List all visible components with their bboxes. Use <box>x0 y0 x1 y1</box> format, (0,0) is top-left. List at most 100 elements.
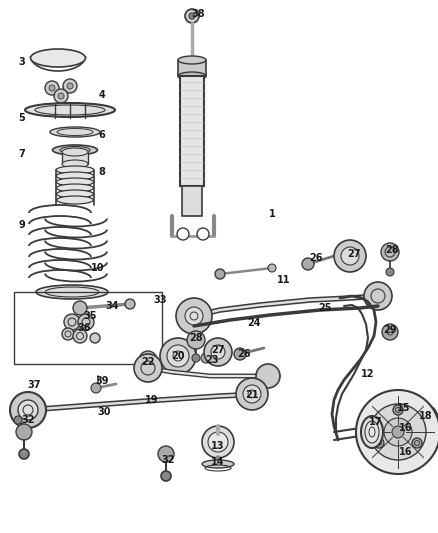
Text: 39: 39 <box>95 376 109 386</box>
Circle shape <box>73 329 87 343</box>
Text: 35: 35 <box>83 311 97 321</box>
Circle shape <box>91 383 101 393</box>
Circle shape <box>125 299 135 309</box>
Circle shape <box>139 351 157 369</box>
Circle shape <box>16 424 32 440</box>
Text: 14: 14 <box>211 457 225 467</box>
Text: 13: 13 <box>211 441 225 451</box>
Bar <box>180 76 204 186</box>
Text: 27: 27 <box>211 345 225 355</box>
Ellipse shape <box>31 49 85 67</box>
Text: 23: 23 <box>205 355 219 365</box>
Circle shape <box>201 353 211 363</box>
Ellipse shape <box>57 190 93 198</box>
Circle shape <box>374 438 384 448</box>
Text: 24: 24 <box>247 318 261 328</box>
Circle shape <box>177 228 189 240</box>
Circle shape <box>392 426 404 438</box>
Circle shape <box>63 79 77 93</box>
Text: 10: 10 <box>91 263 105 273</box>
Circle shape <box>256 364 280 388</box>
Circle shape <box>78 314 94 330</box>
Circle shape <box>64 314 80 330</box>
Circle shape <box>341 247 359 265</box>
Text: 37: 37 <box>27 380 41 390</box>
Ellipse shape <box>62 160 88 168</box>
Circle shape <box>211 345 225 359</box>
Ellipse shape <box>56 172 94 180</box>
Circle shape <box>302 258 314 270</box>
Circle shape <box>215 269 225 279</box>
Circle shape <box>192 354 200 362</box>
Circle shape <box>364 282 392 310</box>
Text: 16: 16 <box>399 423 413 433</box>
Circle shape <box>73 301 87 315</box>
Text: 4: 4 <box>99 90 106 100</box>
Bar <box>62 152 88 164</box>
Text: 36: 36 <box>77 323 91 333</box>
Circle shape <box>356 390 438 474</box>
Circle shape <box>134 354 162 382</box>
Text: 9: 9 <box>19 220 25 230</box>
Text: 28: 28 <box>385 245 399 255</box>
Circle shape <box>268 264 276 272</box>
Circle shape <box>234 348 246 360</box>
Circle shape <box>381 243 399 261</box>
Bar <box>178 60 206 76</box>
Text: 21: 21 <box>245 390 259 400</box>
Text: 33: 33 <box>153 295 167 305</box>
Circle shape <box>189 13 195 19</box>
Circle shape <box>18 400 38 420</box>
Circle shape <box>236 378 268 410</box>
Ellipse shape <box>178 56 206 64</box>
Circle shape <box>67 83 73 89</box>
Circle shape <box>382 324 398 340</box>
Circle shape <box>370 404 426 460</box>
Circle shape <box>160 338 196 374</box>
Text: 17: 17 <box>369 417 383 427</box>
Circle shape <box>202 426 234 458</box>
Ellipse shape <box>202 460 234 468</box>
Text: 26: 26 <box>237 349 251 359</box>
Text: 5: 5 <box>19 113 25 123</box>
Text: 16: 16 <box>399 447 413 457</box>
Text: 20: 20 <box>171 351 185 361</box>
Text: 29: 29 <box>383 325 397 335</box>
Ellipse shape <box>365 421 379 443</box>
Text: 32: 32 <box>161 455 175 465</box>
Circle shape <box>49 85 55 91</box>
Text: 19: 19 <box>145 395 159 405</box>
Ellipse shape <box>57 196 93 204</box>
Circle shape <box>204 338 232 366</box>
Text: 34: 34 <box>105 301 119 311</box>
Text: 3: 3 <box>19 57 25 67</box>
Text: 38: 38 <box>191 9 205 19</box>
Circle shape <box>10 392 46 428</box>
Ellipse shape <box>57 184 94 192</box>
Ellipse shape <box>50 127 100 137</box>
Circle shape <box>393 405 403 415</box>
Circle shape <box>58 93 64 99</box>
Ellipse shape <box>361 416 383 448</box>
Circle shape <box>19 449 29 459</box>
Circle shape <box>14 416 22 424</box>
Circle shape <box>384 418 412 446</box>
Circle shape <box>412 438 422 448</box>
Circle shape <box>208 432 228 452</box>
Ellipse shape <box>418 406 438 434</box>
Circle shape <box>161 471 171 481</box>
Text: 27: 27 <box>347 249 361 259</box>
Ellipse shape <box>178 72 206 80</box>
Bar <box>14 292 162 364</box>
Circle shape <box>197 228 209 240</box>
Circle shape <box>185 307 203 325</box>
Circle shape <box>334 240 366 272</box>
Circle shape <box>176 298 212 334</box>
Text: 8: 8 <box>99 167 106 177</box>
Ellipse shape <box>25 103 115 117</box>
Circle shape <box>90 333 100 343</box>
Ellipse shape <box>56 166 94 174</box>
Text: 22: 22 <box>141 357 155 367</box>
Ellipse shape <box>36 285 108 299</box>
Text: 6: 6 <box>99 130 106 140</box>
